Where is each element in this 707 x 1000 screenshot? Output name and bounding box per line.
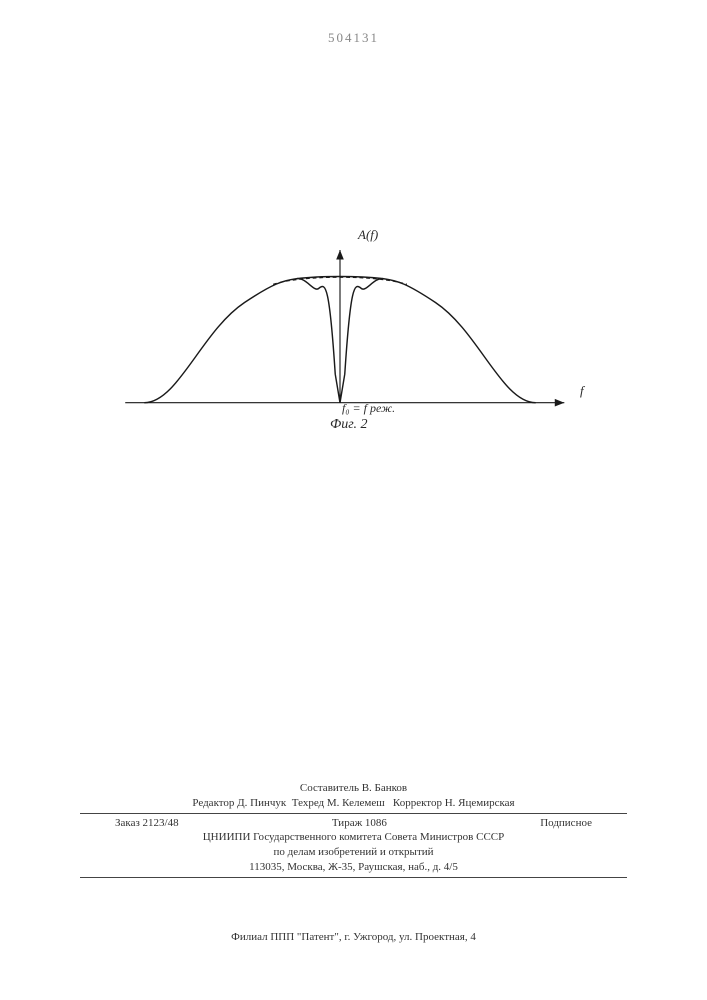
branch-line: Филиал ППП "Патент", г. Ужгород, ул. Про… xyxy=(55,930,652,945)
order-number: Заказ 2123/48 xyxy=(115,816,179,831)
divider-1 xyxy=(80,813,627,814)
org-address: 113035, Москва, Ж-35, Раушская, наб., д.… xyxy=(55,860,652,875)
figure-2: A(f) f f₀ = f реж. Фиг. 2 xyxy=(130,245,550,465)
footer-block: Филиал ППП "Патент", г. Ужгород, ул. Про… xyxy=(0,930,707,945)
org-line-2: по делам изобретений и открытий xyxy=(55,845,652,860)
tech-editor: Техред М. Келемеш xyxy=(292,797,385,809)
document-number: 504131 xyxy=(0,30,707,46)
editor: Редактор Д. Пинчук xyxy=(192,797,286,809)
corrector: Корректор Н. Яцемирская xyxy=(393,797,515,809)
x-axis-label: f xyxy=(580,383,584,399)
divider-2 xyxy=(80,877,627,878)
compiler-line: Составитель В. Банков xyxy=(55,781,652,796)
page-root: 504131 A(f) f f₀ = f реж. Фиг. 2 Состави… xyxy=(0,0,707,1000)
circulation: Тираж 1086 xyxy=(332,816,387,831)
x-axis-arrow xyxy=(555,399,565,407)
figure-caption: Фиг. 2 xyxy=(330,417,368,433)
y-axis-arrow xyxy=(336,250,344,260)
x-tick-f0: f₀ = f реж. xyxy=(342,401,395,416)
credits-block: Составитель В. Банков Редактор Д. Пинчук… xyxy=(0,781,707,880)
org-line-1: ЦНИИПИ Государственного комитета Совета … xyxy=(55,830,652,845)
editorial-line: Редактор Д. Пинчук Техред М. Келемеш Кор… xyxy=(55,796,652,811)
y-axis-label: A(f) xyxy=(358,227,378,243)
subscription: Подписное xyxy=(540,816,592,831)
order-line: Заказ 2123/48 Тираж 1086 Подписное xyxy=(115,816,592,831)
